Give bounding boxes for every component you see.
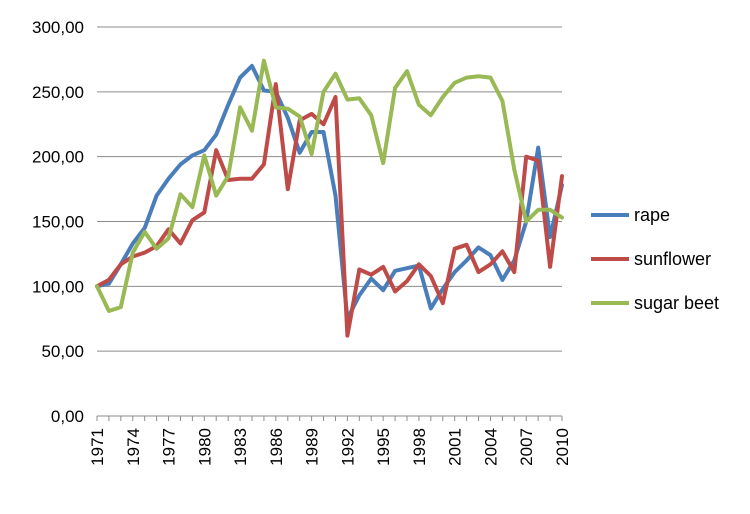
x-tick-label: 2010	[553, 428, 572, 466]
x-tick-label: 2007	[517, 428, 536, 466]
series-line-sugar-beet	[95, 58, 564, 313]
x-tick-label: 1995	[374, 428, 393, 466]
legend-label-rape: rape	[634, 205, 670, 225]
x-axis	[96, 415, 563, 421]
x-tick-label: 1986	[267, 428, 286, 466]
y-tick-label: 100,00	[32, 277, 84, 296]
x-tick-label: 1983	[231, 428, 250, 466]
x-axis-tick-labels: 1971 1974 1977 1980 1983 1986 1989 1992 1995 1998…	[88, 428, 572, 466]
x-tick-label: 1974	[124, 428, 143, 466]
legend-label-sunflower: sunflower	[634, 249, 711, 269]
series-line-rape	[95, 63, 564, 321]
x-tick-label: 1980	[195, 428, 214, 466]
y-tick-label: 150,00	[32, 213, 84, 232]
y-tick-label: 50,00	[41, 342, 84, 361]
x-tick-label: 2001	[446, 428, 465, 466]
series-line-sunflower	[95, 82, 564, 338]
gridlines	[97, 26, 562, 352]
x-tick-label: 1989	[303, 428, 322, 466]
x-tick-label: 1971	[88, 428, 107, 466]
series-lines	[95, 58, 564, 338]
x-tick-label: 1998	[410, 428, 429, 466]
legend: rape sunflower sugar beet	[591, 205, 719, 313]
legend-label-sugar-beet: sugar beet	[634, 293, 719, 313]
x-tick-label: 1992	[338, 428, 357, 466]
y-tick-label: 200,00	[32, 148, 84, 167]
y-tick-label: 0,00	[51, 407, 84, 426]
y-tick-label: 300,00	[32, 18, 84, 37]
x-tick-label: 2004	[481, 428, 500, 466]
y-axis-tick-labels: 0,00 50,00 100,00 150,00 200,00 250,00 300,00	[32, 18, 84, 426]
y-tick-label: 250,00	[32, 83, 84, 102]
x-tick-label: 1977	[160, 428, 179, 466]
